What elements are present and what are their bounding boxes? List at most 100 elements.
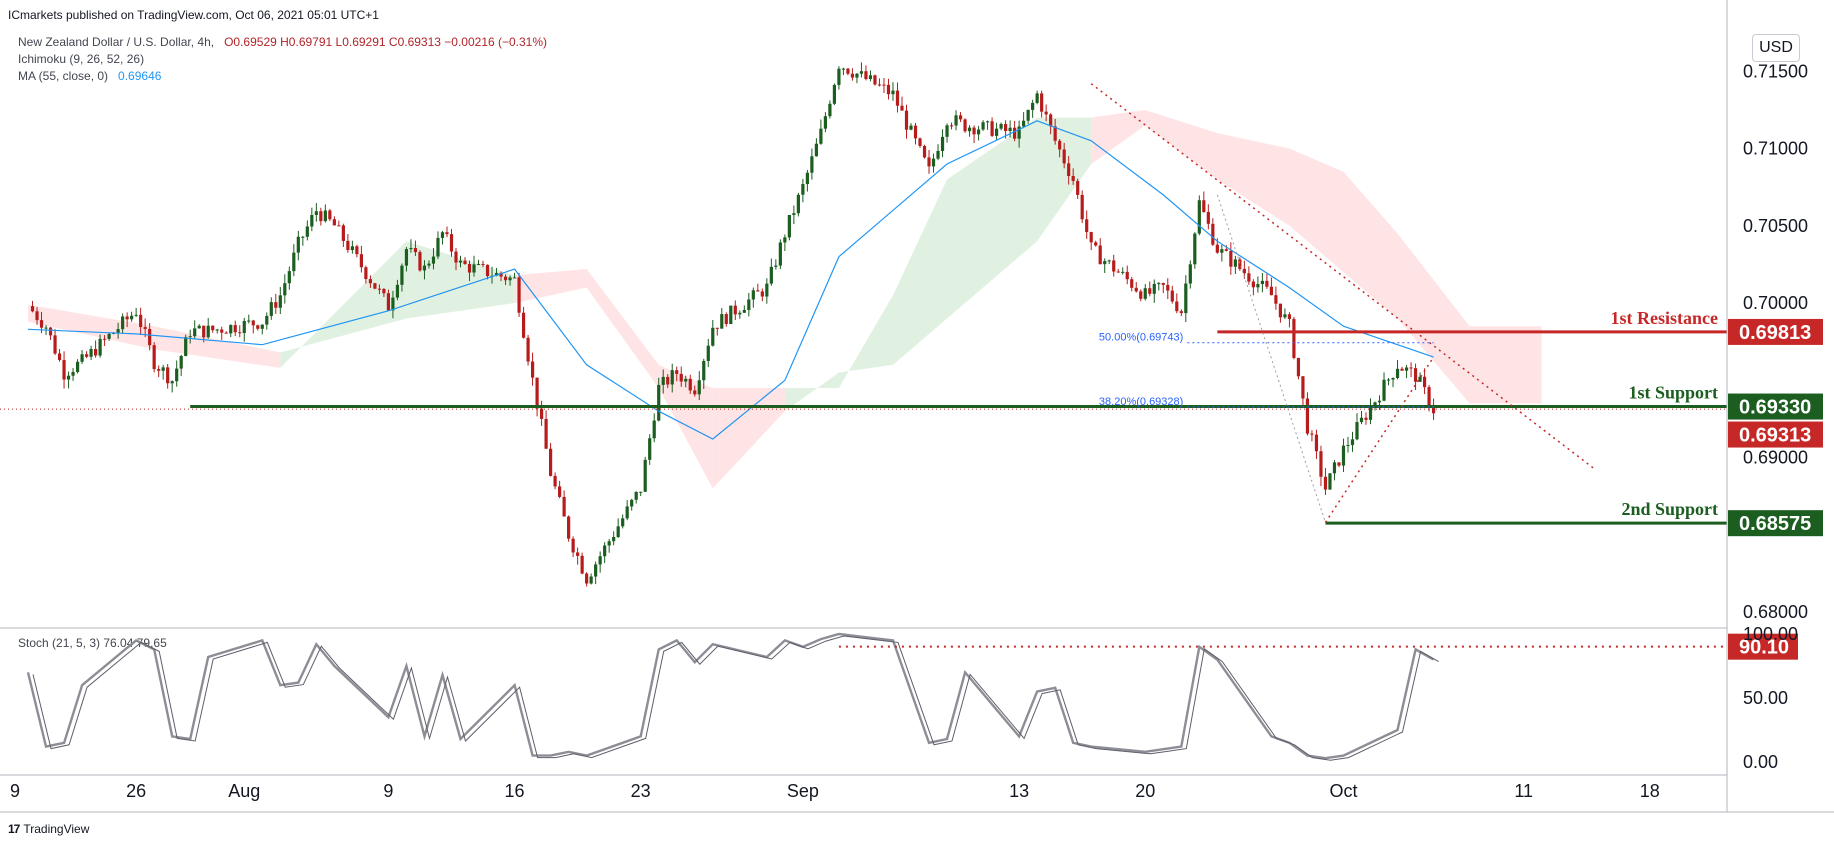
bull-candle xyxy=(121,316,125,330)
bear-candle xyxy=(1116,271,1120,273)
bear-candle xyxy=(359,254,363,268)
bull-candle xyxy=(283,283,287,296)
bear-candle xyxy=(454,251,458,263)
bear-candle xyxy=(157,369,161,371)
bear-candle xyxy=(760,291,764,297)
bear-candle xyxy=(675,370,679,374)
support-2-tag xyxy=(1728,510,1823,537)
bear-candle xyxy=(1229,250,1233,267)
bull-candle xyxy=(494,272,499,276)
support-1-tag-label: 0.69330 xyxy=(1739,397,1811,419)
bear-candle xyxy=(1337,462,1341,466)
bull-candle xyxy=(652,420,656,439)
bear-candle xyxy=(688,378,692,391)
bear-candle xyxy=(1076,180,1080,195)
bear-candle xyxy=(1364,417,1368,420)
bear-candle xyxy=(553,475,557,487)
bull-candle xyxy=(828,103,832,117)
bear-candle xyxy=(413,248,418,253)
price-tick-label: 0.71500 xyxy=(1743,61,1808,81)
bull-candle xyxy=(976,129,981,135)
bull-candle xyxy=(796,194,800,214)
bear-candle xyxy=(1058,140,1062,150)
bear-candle xyxy=(539,408,544,419)
bear-candle xyxy=(319,211,323,222)
stoch-tick-label: 100.00 xyxy=(1743,624,1798,644)
bull-candle xyxy=(832,84,837,104)
stoch-level-label: 90.10 xyxy=(1739,637,1789,659)
bull-candle xyxy=(1350,439,1355,446)
bull-candle xyxy=(1197,200,1201,234)
ichimoku-cloud-segment xyxy=(1343,171,1398,319)
bull-candle xyxy=(603,545,607,557)
bear-candle xyxy=(355,246,359,255)
bull-candle xyxy=(598,556,602,565)
bull-candle xyxy=(436,237,440,257)
bull-candle xyxy=(242,320,246,334)
bear-candle xyxy=(1112,260,1116,272)
bear-candle xyxy=(35,311,39,321)
time-tick-label: 20 xyxy=(1135,781,1155,801)
bull-candle xyxy=(175,368,179,382)
bull-candle xyxy=(814,143,818,157)
ichimoku-cloud-segment xyxy=(1397,233,1470,404)
bull-candle xyxy=(612,536,616,542)
bull-candle xyxy=(1256,284,1260,288)
bull-candle xyxy=(1391,378,1395,380)
bear-candle xyxy=(364,267,368,280)
bear-candle xyxy=(1422,376,1427,388)
bear-candle xyxy=(580,555,584,574)
bull-candle xyxy=(107,333,111,339)
time-tick-label: Sep xyxy=(787,781,819,801)
symbol-label: New Zealand Dollar / U.S. Dollar, 4h, xyxy=(18,35,215,49)
bear-candle xyxy=(1044,111,1048,115)
ichimoku-cloud-segment xyxy=(1217,133,1290,226)
bull-candle xyxy=(747,299,751,310)
price-axis[interactable]: 0.71500 0.71000 0.70500 0.70000 0.69000 0.680… xyxy=(0,0,1834,813)
stoch-d-line xyxy=(32,635,1439,761)
ichimoku-cloud-segment xyxy=(892,179,948,365)
ma-55-line xyxy=(27,120,1434,440)
bull-candle xyxy=(630,499,634,507)
bear-candle xyxy=(332,219,336,226)
bear-candle xyxy=(913,125,918,139)
bull-candle xyxy=(1031,102,1035,110)
bear-candle xyxy=(481,263,485,265)
bull-candle xyxy=(684,378,688,382)
bull-candle xyxy=(643,459,647,492)
bull-candle xyxy=(1332,462,1337,474)
bull-candle xyxy=(170,381,174,384)
bull-candle xyxy=(787,214,791,238)
currency-button[interactable]: USD xyxy=(1752,34,1800,62)
ichimoku-cloud-segment xyxy=(514,269,587,304)
bear-candle xyxy=(850,73,855,78)
bear-candle xyxy=(1080,194,1084,220)
bull-candle xyxy=(1418,376,1422,382)
bull-candle xyxy=(130,315,134,320)
bull-candle xyxy=(729,305,733,325)
fib-level-label: 38.20%(0.69328) xyxy=(1099,396,1183,408)
bull-candle xyxy=(994,128,999,136)
bear-candle xyxy=(256,325,260,329)
bull-candle xyxy=(296,236,300,253)
bull-candle xyxy=(66,375,71,380)
bear-candle xyxy=(1431,406,1436,414)
chart-legend: New Zealand Dollar / U.S. Dollar, 4h, O0… xyxy=(18,34,547,85)
bull-candle xyxy=(301,236,305,238)
bear-candle xyxy=(1089,232,1093,243)
bear-candle xyxy=(1274,295,1278,304)
bear-candle xyxy=(1206,211,1210,224)
bear-candle xyxy=(1130,279,1134,288)
bear-candle xyxy=(499,272,503,277)
bull-candle xyxy=(783,237,787,243)
bear-candle xyxy=(485,264,490,277)
current-price-tag-label: 0.69313 xyxy=(1739,425,1811,447)
bull-candle xyxy=(1026,109,1030,121)
bull-candle xyxy=(954,115,958,126)
ichimoku-cloud-segment xyxy=(947,117,1038,319)
stoch-k-line xyxy=(26,632,1435,760)
bear-candle xyxy=(873,75,877,85)
bull-candle xyxy=(702,361,706,381)
bull-candle xyxy=(80,354,84,362)
